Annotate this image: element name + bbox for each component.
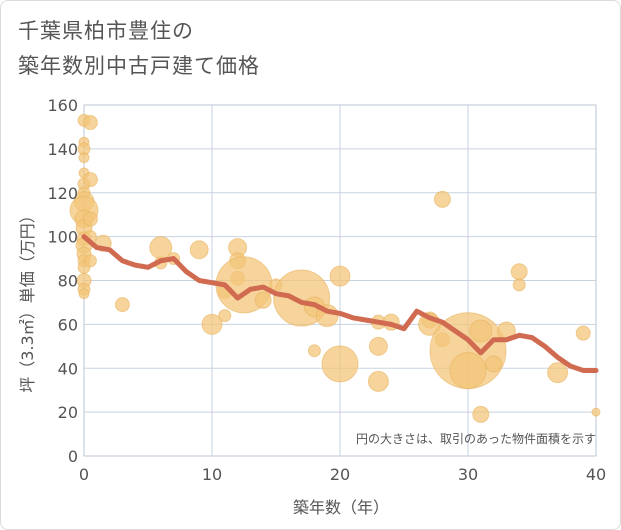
bubble-41 xyxy=(307,344,321,358)
chart-title-line-1: 千葉県柏市豊住の xyxy=(18,19,194,43)
y-tick-label-1: 20 xyxy=(58,403,78,422)
bubble-55 xyxy=(469,319,493,343)
trend-line xyxy=(81,234,599,373)
bubble-62 xyxy=(575,325,591,341)
y-axis-label: 坪（3.3㎡）単価（万円） xyxy=(18,207,37,392)
chart-title: 千葉県柏市豊住の 築年数別中古戸建て価格 xyxy=(18,14,260,84)
chart-title-line-2: 築年数別中古戸建て価格 xyxy=(18,54,260,78)
bubble-18 xyxy=(78,288,90,300)
y-tick-label-0: 0 xyxy=(68,447,78,466)
bubble-44 xyxy=(321,345,359,383)
bubble-61 xyxy=(547,362,569,384)
x-tick-label-3: 30 xyxy=(458,465,478,484)
bubble-21 xyxy=(82,211,98,227)
bubble-59 xyxy=(510,263,528,281)
bubble-46 xyxy=(368,336,388,356)
y-tick-label-3: 60 xyxy=(58,315,78,334)
tick-labels: 0 20 40 60 80 100 120 140 160 0 10 20 30 40 xyxy=(47,96,606,484)
bubble-29 xyxy=(189,240,209,260)
bubble-57 xyxy=(485,355,503,373)
bubble-23 xyxy=(83,254,97,268)
bubble-3 xyxy=(78,152,90,164)
bubble-19 xyxy=(82,115,98,131)
bubble-54 xyxy=(449,351,487,389)
y-tick-label-6: 120 xyxy=(47,184,78,203)
x-tick-label-1: 10 xyxy=(202,465,222,484)
x-tick-label-2: 20 xyxy=(330,465,350,484)
y-tick-label-5: 100 xyxy=(47,228,78,247)
x-axis-label: 築年数（年） xyxy=(293,498,389,517)
bubble-43 xyxy=(329,265,351,287)
bubble-51 xyxy=(433,190,451,208)
bubble-25 xyxy=(114,297,130,313)
bubble-37 xyxy=(254,291,272,309)
bubble-47 xyxy=(367,370,389,392)
y-tick-label-7: 140 xyxy=(47,140,78,159)
size-annotation: 円の大きさは、取引のあった物件面積を示す xyxy=(356,431,596,446)
y-tick-label-4: 80 xyxy=(58,272,78,291)
x-tick-label-0: 0 xyxy=(79,465,89,484)
bubble-30 xyxy=(201,313,223,335)
bubble-20 xyxy=(82,172,98,188)
bubbles xyxy=(69,113,601,423)
y-tick-label-8: 160 xyxy=(47,96,78,115)
y-tick-label-2: 40 xyxy=(58,359,78,378)
x-tick-label-4: 40 xyxy=(586,465,606,484)
bubble-63 xyxy=(591,407,601,417)
bubble-60 xyxy=(512,278,526,292)
bubble-31 xyxy=(218,309,232,323)
bubble-56 xyxy=(472,405,490,423)
